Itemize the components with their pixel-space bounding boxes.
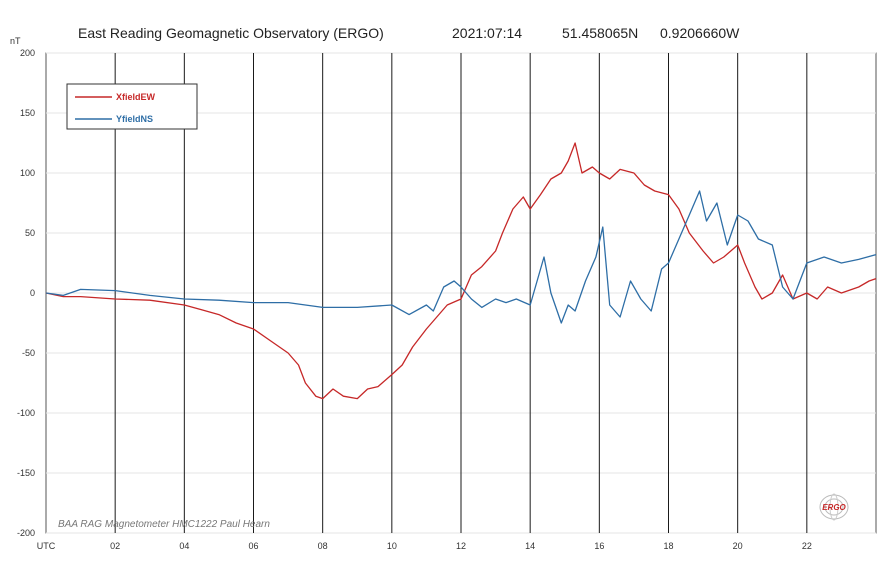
x-tick-label: 20 [733,541,743,551]
observatory-title: East Reading Geomagnetic Observatory (ER… [78,25,384,41]
y-tick-label: -150 [17,468,35,478]
longitude-label: 0.9206660W [660,25,740,41]
grid-lines [46,52,876,534]
x-tick-label: 18 [663,541,673,551]
y-tick-label: 0 [30,288,35,298]
logo-field-line-outer [819,494,849,520]
data-series [45,142,877,400]
y-tick-label: -200 [17,528,35,538]
x-tick-label: 14 [525,541,535,551]
y-tick-label: -100 [17,408,35,418]
legend-yfield-label: YfieldNS [116,114,153,124]
logo-field-line-inner [824,498,844,516]
credit-text: BAA RAG Magnetometer HMC1222 Paul Hearn [58,519,270,530]
x-tick-label: 10 [387,541,397,551]
y-axis-ticks: 200 150 100 50 0 -50 -100 -150 -200 [17,48,35,538]
x-tick-label: UTC [37,541,56,551]
logo-field-line-vertical [829,493,839,521]
series-line-yfieldns [45,190,877,324]
logo-text: ERGO [822,503,846,512]
legend-xfield-label: XfieldEW [116,92,156,102]
latitude-label: 51.458065N [562,25,638,41]
x-tick-label: 08 [318,541,328,551]
x-tick-label: 16 [594,541,604,551]
series-line-xfieldew [45,142,877,400]
y-tick-label: 200 [20,48,35,58]
ergo-logo: ERGO [819,493,849,521]
y-tick-label: 150 [20,108,35,118]
y-tick-label: 100 [20,168,35,178]
x-tick-label: 02 [110,541,120,551]
y-axis-unit: nT [10,36,21,46]
x-tick-label: 04 [179,541,189,551]
date-label: 2021:07:14 [452,25,522,41]
x-tick-label: 06 [248,541,258,551]
y-tick-label: -50 [22,348,35,358]
x-tick-label: 22 [802,541,812,551]
x-tick-label: 12 [456,541,466,551]
legend-box [66,83,198,130]
y-tick-label: 50 [25,228,35,238]
legend: XfieldEW YfieldNS [66,83,198,130]
x-axis-ticks: UTC 02 04 06 08 10 12 14 16 18 20 22 [37,541,812,551]
